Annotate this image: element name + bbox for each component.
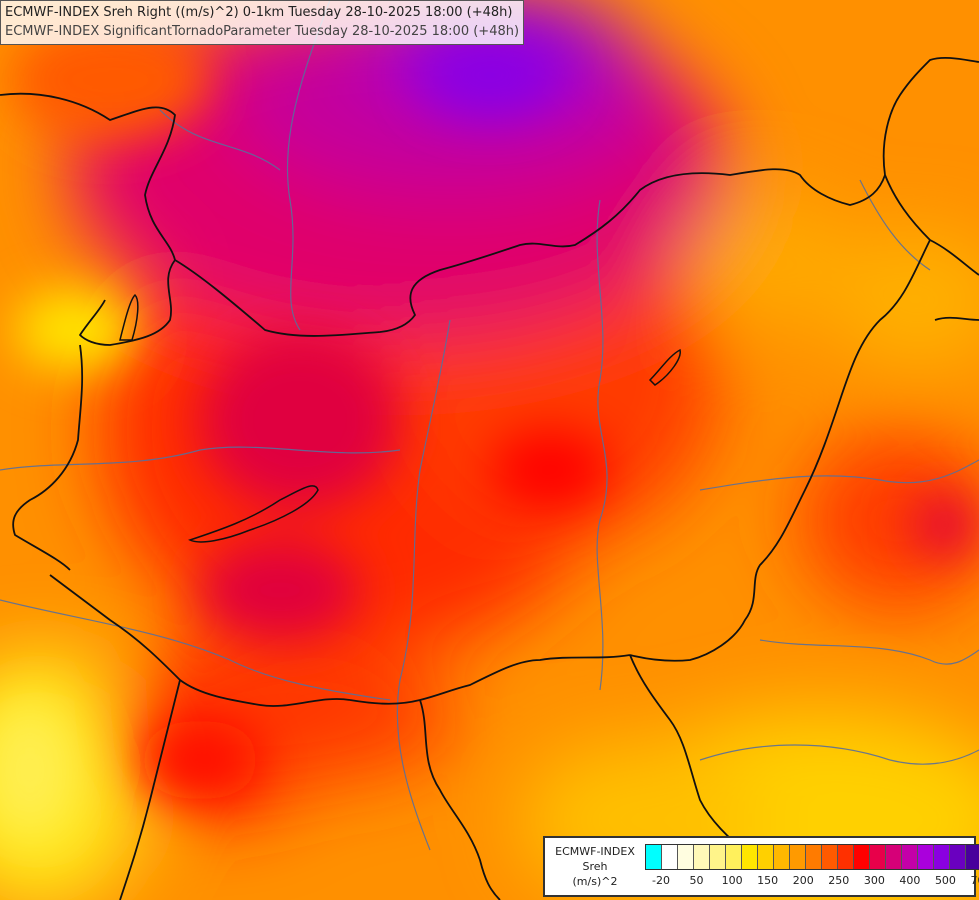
legend-model: ECMWF-INDEX (555, 845, 635, 858)
river-line (286, 0, 331, 331)
border-hu-rs (349, 654, 631, 705)
legend-swatch (806, 845, 822, 869)
legend-tick-label: 500 (934, 874, 956, 887)
title-line-1: ECMWF-INDEX Sreh Right ((m/s)^2) 0-1km T… (5, 5, 513, 20)
legend-swatch (950, 845, 966, 869)
border-se (119, 679, 181, 900)
legend-swatch (694, 845, 710, 869)
legend-tick-label: 50 (689, 874, 704, 887)
border-west (79, 259, 176, 346)
legend-swatch (934, 845, 950, 869)
border-at-hu (12, 344, 84, 571)
lake-neusiedl (119, 293, 139, 341)
legend-tick-label: -20 (652, 874, 670, 887)
border-east (884, 174, 979, 276)
legend-ticks: -20 50 100 150 200 250 300 400 500 700 (645, 874, 979, 890)
legend-swatch (726, 845, 742, 869)
legend-swatch (774, 845, 790, 869)
legend-label: ECMWF-INDEX Sreh (m/s)^2 (549, 844, 641, 889)
legend-swatch (902, 845, 918, 869)
legend-swatch (742, 845, 758, 869)
border-hu-ro (629, 239, 931, 662)
border-east2 (934, 316, 979, 321)
legend-swatch (646, 845, 662, 869)
legend-tick-label: 100 (721, 874, 743, 887)
legend-swatch (918, 845, 934, 869)
border-north (0, 92, 886, 337)
legend-tick-label: 400 (899, 874, 921, 887)
legend-swatch (678, 845, 694, 869)
border-south (419, 699, 501, 900)
lake-balaton (188, 485, 319, 543)
title-line-2: ECMWF-INDEX SignificantTornadoParameter … (5, 24, 520, 39)
legend-swatch (662, 845, 678, 869)
legend-tick-label: 250 (828, 874, 850, 887)
legend-swatch (822, 845, 838, 869)
legend-swatch (854, 845, 870, 869)
border-northeast (882, 57, 979, 176)
legend-variable: Sreh (582, 860, 608, 873)
legend-tick-label: 200 (792, 874, 814, 887)
legend-swatch (790, 845, 806, 869)
border-hu-hr (49, 574, 351, 707)
legend-swatch (710, 845, 726, 869)
legend-swatch (966, 845, 979, 869)
legend-swatch (758, 845, 774, 869)
legend-unit: (m/s)^2 (572, 875, 618, 888)
legend-tick-label: 150 (757, 874, 779, 887)
map-title: ECMWF-INDEX Sreh Right ((m/s)^2) 0-1km T… (0, 0, 525, 45)
legend-swatch (886, 845, 902, 869)
lake-tisza (648, 348, 681, 386)
legend-swatch (838, 845, 854, 869)
border-south2 (629, 654, 746, 851)
color-legend: ECMWF-INDEX Sreh (m/s)^2 -20 50 100 150 200 2… (543, 836, 979, 897)
legend-swatch (870, 845, 886, 869)
legend-colorbar (645, 844, 979, 870)
legend-tick-label: 300 (863, 874, 885, 887)
legend-tick-label: 700 (970, 874, 979, 887)
